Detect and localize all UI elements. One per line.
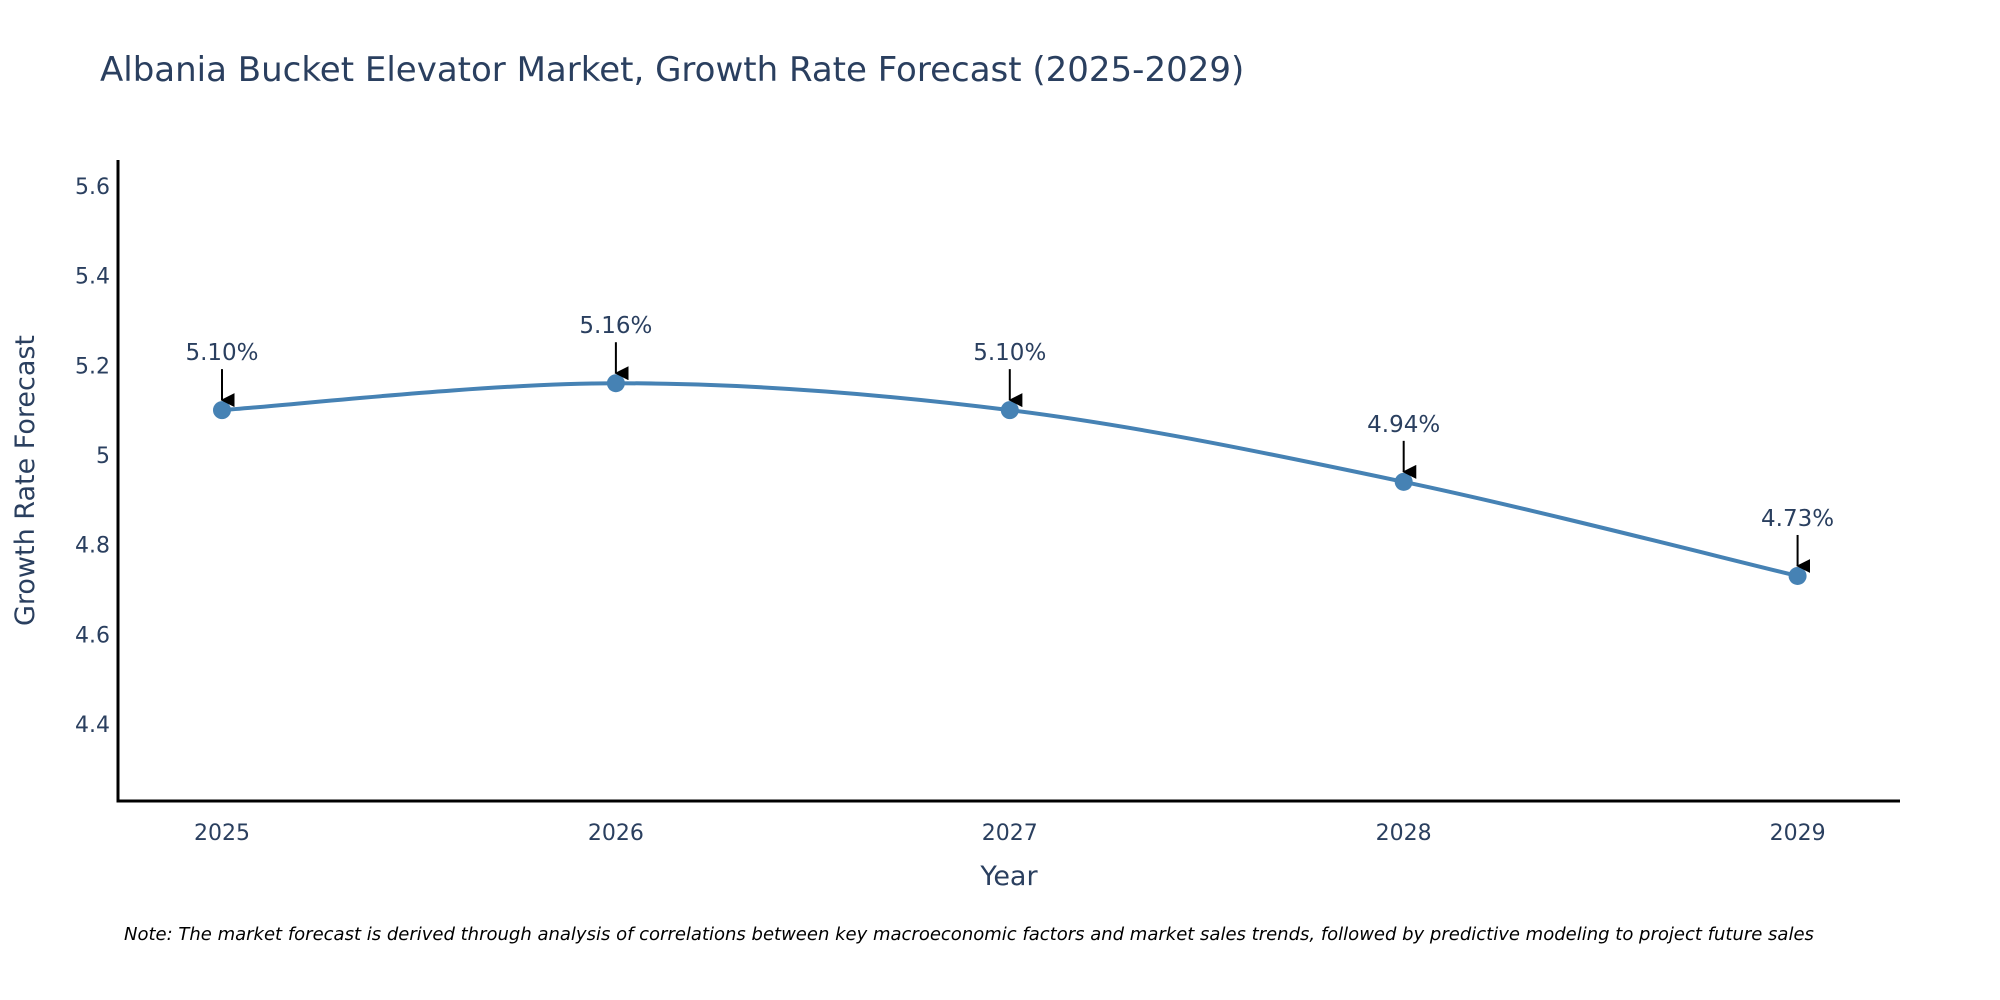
x-tick-label: 2026 [588, 821, 644, 846]
x-tick-label: 2025 [194, 821, 250, 846]
y-axis-ticks: 4.4 4.6 4.8 5 5.2 5.4 5.6 [75, 175, 110, 738]
chart-title: Albania Bucket Elevator Market, Growth R… [100, 50, 1244, 90]
data-label: 4.94% [1367, 412, 1440, 438]
x-axis-title: Year [979, 861, 1038, 892]
y-tick-label: 5.6 [75, 175, 110, 200]
data-point-marker[interactable] [606, 374, 625, 393]
series-markers [212, 374, 1807, 585]
data-point-marker[interactable] [1788, 566, 1807, 585]
data-label: 5.10% [973, 340, 1046, 366]
data-point-marker[interactable] [1394, 472, 1413, 491]
data-label: 4.73% [1761, 506, 1834, 532]
x-tick-label: 2029 [1770, 821, 1826, 846]
x-tick-label: 2028 [1376, 821, 1432, 846]
y-tick-label: 5.2 [75, 354, 110, 379]
y-tick-label: 5 [96, 444, 110, 469]
data-annotations: 5.10% 5.16% 5.10% 4.94% 4.73% [185, 313, 1834, 573]
data-label: 5.10% [185, 340, 258, 366]
y-tick-label: 4.4 [75, 713, 110, 738]
y-axis-title: Growth Rate Forecast [10, 335, 41, 626]
data-point-marker[interactable] [1000, 401, 1019, 420]
y-tick-label: 4.8 [75, 534, 110, 559]
y-tick-label: 4.6 [75, 623, 110, 648]
x-tick-label: 2027 [982, 821, 1038, 846]
footnote: Note: The market forecast is derived thr… [124, 924, 1814, 945]
data-label: 5.16% [579, 313, 652, 339]
x-axis-ticks: 2025 2026 2027 2028 2029 [194, 821, 1826, 846]
y-tick-label: 5.4 [75, 265, 110, 290]
data-point-marker[interactable] [212, 401, 231, 420]
